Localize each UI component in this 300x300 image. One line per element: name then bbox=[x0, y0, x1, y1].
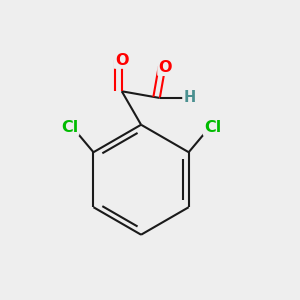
Text: O: O bbox=[115, 52, 128, 68]
Text: Cl: Cl bbox=[61, 120, 78, 135]
Text: H: H bbox=[183, 91, 196, 106]
Text: Cl: Cl bbox=[204, 120, 221, 135]
Text: O: O bbox=[158, 60, 172, 75]
